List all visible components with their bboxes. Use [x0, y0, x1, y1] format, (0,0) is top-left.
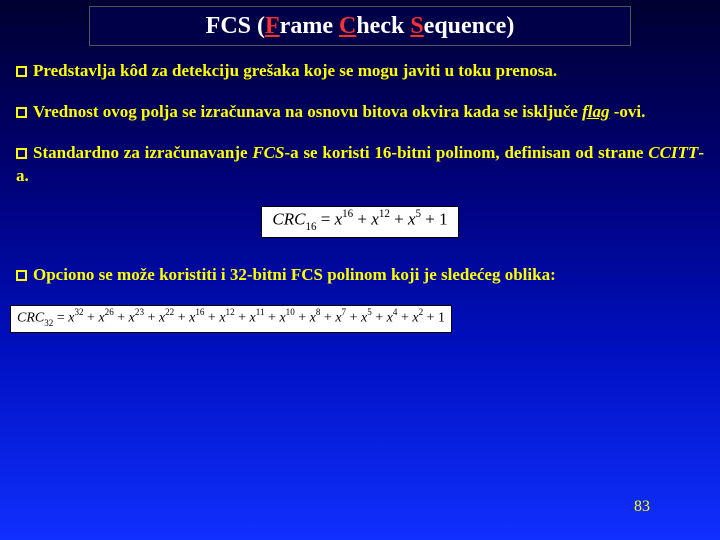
slide-title: FCS (Frame Check Sequence) [206, 13, 515, 40]
bullet-3-text-a: Standardno za izračunavanje [33, 143, 252, 162]
bullet-1: Predstavlja kôd za detekciju grešaka koj… [16, 60, 704, 83]
square-bullet-icon [16, 148, 27, 159]
crc32-formula: CRC32 = x32 + x26 + x23 + x22 + x16 + x1… [10, 305, 452, 334]
square-bullet-icon [16, 270, 27, 281]
bullet-2-text-b: -ovi. [609, 102, 645, 121]
bullet-3-text-b: -a se koristi 16-bitni polinom, definisa… [284, 143, 648, 162]
title-s: S [410, 13, 423, 39]
title-w2: heck [356, 13, 410, 39]
bullet-4-text: Opciono se može koristiti i 32-bitni FCS… [33, 265, 556, 284]
bullet-2: Vrednost ovog polja se izračunava na osn… [16, 101, 704, 124]
square-bullet-icon [16, 107, 27, 118]
slide: FCS (Frame Check Sequence) Predstavlja k… [0, 0, 720, 540]
title-c: C [339, 13, 356, 39]
bullet-3: Standardno za izračunavanje FCS-a se kor… [16, 142, 704, 188]
title-pre: FCS ( [206, 13, 265, 39]
title-w1: rame [280, 13, 339, 39]
title-f: F [265, 13, 280, 39]
formula-32-holder: CRC32 = x32 + x26 + x23 + x22 + x16 + x1… [10, 305, 704, 334]
bullet-1-text: Predstavlja kôd za detekciju grešaka koj… [33, 61, 557, 80]
bullet-2-text-a: Vrednost ovog polja se izračunava na osn… [33, 102, 582, 121]
content-area: Predstavlja kôd za detekciju grešaka koj… [16, 60, 704, 359]
bullet-3-ccitt: CCITT [648, 143, 698, 162]
bullet-3-fcs: FCS [252, 143, 284, 162]
square-bullet-icon [16, 66, 27, 77]
crc16-formula: CRC16 = x16 + x12 + x5 + 1 [261, 206, 458, 238]
formula-16-holder: CRC16 = x16 + x12 + x5 + 1 [16, 206, 704, 238]
page-number: 83 [634, 498, 650, 516]
bullet-2-flag: flag [582, 102, 609, 121]
title-post: equence) [424, 13, 515, 39]
bullet-4: Opciono se može koristiti i 32-bitni FCS… [16, 264, 704, 287]
title-bar: FCS (Frame Check Sequence) [89, 6, 631, 46]
